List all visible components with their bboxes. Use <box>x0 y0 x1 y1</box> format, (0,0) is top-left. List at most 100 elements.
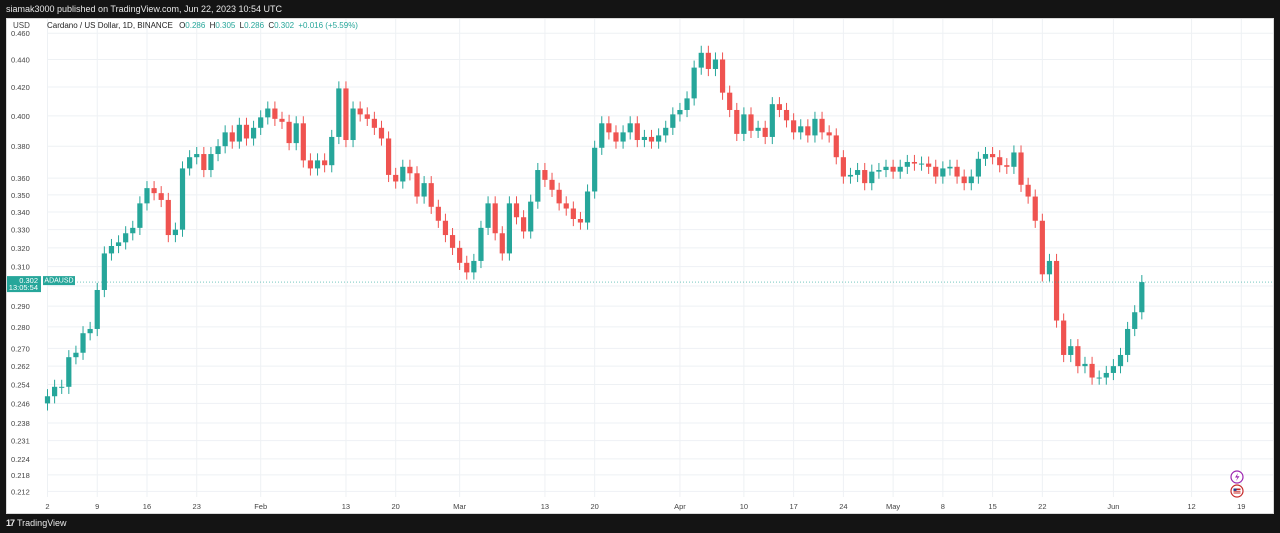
symbol-label: ADAUSD <box>44 278 73 285</box>
candle-body <box>208 154 214 171</box>
candle-body <box>66 357 72 387</box>
candle-body <box>144 188 150 204</box>
candle-body <box>1096 377 1102 379</box>
candle-body <box>755 127 761 131</box>
y-tick-label: 0.350 <box>11 191 30 200</box>
candle-body <box>926 163 932 167</box>
tradingview-label: TradingView <box>17 518 67 528</box>
candle-body <box>449 235 456 248</box>
y-tick-label: 0.224 <box>11 455 30 464</box>
y-tick-label: 0.340 <box>11 208 30 217</box>
candle-body <box>1132 312 1138 329</box>
candle-body <box>584 191 591 223</box>
candle-body <box>1103 372 1109 378</box>
ohlc-open-value: 0.286 <box>185 21 206 30</box>
candle-body <box>634 123 640 141</box>
ohlc-low-value: 0.286 <box>244 21 265 30</box>
x-tick-label: 23 <box>193 502 201 511</box>
candle-body <box>400 166 406 182</box>
y-tick-label: 0.280 <box>11 323 30 332</box>
y-tick-label: 0.212 <box>11 487 30 496</box>
candle-body <box>677 109 683 115</box>
candle-body <box>982 154 989 159</box>
candle-body <box>1018 152 1024 185</box>
candle-body <box>521 217 527 232</box>
candle-body <box>1039 220 1045 275</box>
candle-body <box>918 163 925 165</box>
ohlc-low-label: L <box>240 21 245 30</box>
tradingview-logo[interactable]: 17 TradingView <box>6 514 67 533</box>
candle-body <box>869 171 875 184</box>
candle-body <box>499 233 505 254</box>
candle-body <box>293 123 299 144</box>
x-tick-label: Jun <box>1107 502 1119 511</box>
price-chart[interactable]: 0.460 0.440 0.420 0.400 0.380 0.360 0.350 0.340… <box>7 19 1273 513</box>
candle-body <box>435 206 441 221</box>
candle-body <box>904 161 910 167</box>
candle-body <box>1068 346 1074 355</box>
candle-body <box>1125 328 1131 355</box>
candle-body <box>329 136 335 166</box>
candle-body <box>705 52 711 69</box>
candle-body <box>478 227 484 261</box>
candle-body <box>798 126 804 133</box>
candle-body <box>791 120 797 133</box>
candle-body <box>364 114 370 119</box>
candle-body <box>336 88 342 137</box>
x-tick-label: Mar <box>453 502 466 511</box>
candle-body <box>549 179 555 190</box>
lightning-icon[interactable] <box>1230 470 1244 484</box>
candle-body <box>59 386 65 388</box>
chart-frame[interactable]: 0.460 0.440 0.420 0.400 0.380 0.360 0.350 0.340… <box>6 18 1274 514</box>
x-tick-label: 17 <box>789 502 797 511</box>
y-tick-label: 0.262 <box>11 362 30 371</box>
candle-body <box>165 199 171 236</box>
candle-body <box>236 124 242 142</box>
candle-body <box>393 174 399 182</box>
candle-body <box>222 132 228 147</box>
candle-body <box>563 203 569 209</box>
candle-body <box>727 92 733 110</box>
candle-body <box>1117 354 1124 367</box>
x-tick-label: 9 <box>95 502 99 511</box>
candle-body <box>151 188 157 194</box>
candle-body <box>997 157 1003 166</box>
candle-body <box>975 158 981 177</box>
x-tick-label: Feb <box>254 502 267 511</box>
candle-body <box>876 170 882 172</box>
candle-body <box>123 233 129 243</box>
candle-body <box>350 108 356 141</box>
ohlc-high-value: 0.305 <box>215 21 236 30</box>
candle-body <box>265 108 271 118</box>
candle-body <box>592 147 598 192</box>
candle-body <box>457 247 463 263</box>
candle-body <box>94 289 100 329</box>
candle-body <box>485 203 491 228</box>
candle-body <box>620 132 626 142</box>
candle-body <box>52 386 58 397</box>
candle-body <box>528 201 534 232</box>
price-axis[interactable]: 0.460 0.440 0.420 0.400 0.380 0.360 0.350 0.340… <box>11 29 30 496</box>
candle-body <box>570 208 576 219</box>
candle-body <box>826 132 832 136</box>
candle-body <box>80 333 86 353</box>
candle-body <box>556 189 562 204</box>
candle-body <box>954 166 960 177</box>
candle-body <box>492 203 498 234</box>
y-tick-label: 0.218 <box>11 471 30 480</box>
candle-body <box>684 98 690 110</box>
candle-body <box>698 52 704 68</box>
candle-body <box>243 124 250 139</box>
ohlc-close-value: 0.302 <box>274 21 295 30</box>
candle-body <box>940 168 946 177</box>
flag-icon[interactable] <box>1230 484 1244 498</box>
candle-body <box>542 170 548 180</box>
candle-body <box>890 166 896 172</box>
candle-body <box>1139 282 1145 313</box>
candle-body <box>115 242 122 247</box>
time-axis[interactable]: 2 9 16 23 Feb 13 20 Mar 13 20 Apr 10 17 24 May 8 15 22 Jun… <box>45 502 1273 511</box>
candle-body <box>421 183 427 197</box>
candle-body <box>1061 320 1067 355</box>
x-tick-label: 24 <box>839 502 847 511</box>
candle-body <box>989 154 996 158</box>
